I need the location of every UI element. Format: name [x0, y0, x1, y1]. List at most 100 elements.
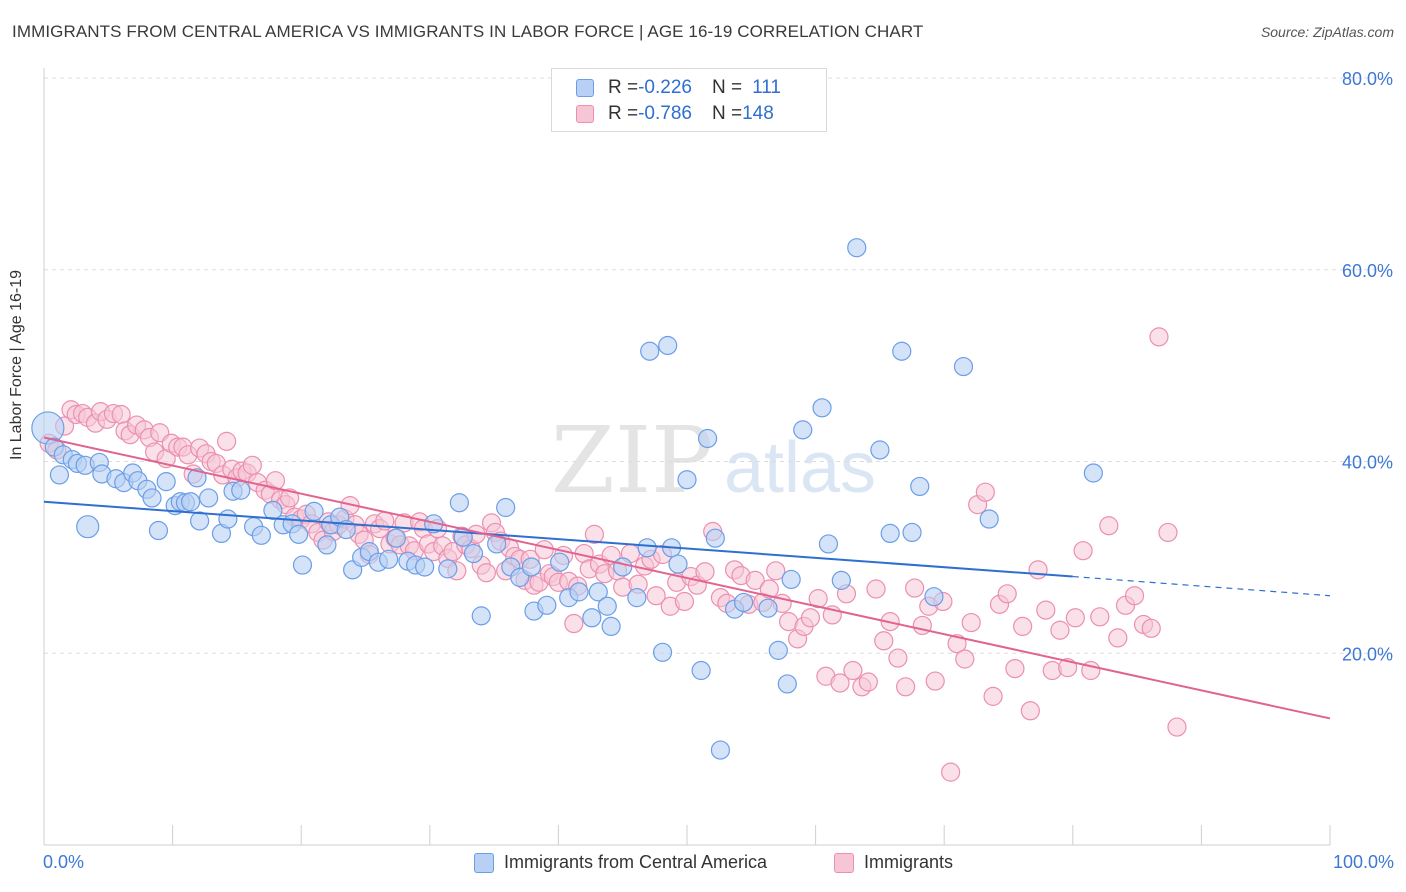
legend-swatch-pink: [576, 105, 594, 123]
point-central-america: [336, 519, 356, 540]
point-central-america: [218, 509, 238, 529]
point-central-america: [537, 595, 557, 615]
chart-source: Source: ZipAtlas.com: [1260, 24, 1394, 40]
point-immigrants: [888, 648, 908, 668]
point-immigrants: [1020, 701, 1040, 721]
point-central-america: [831, 570, 851, 590]
legend-label-central-america: Immigrants from Central America: [504, 852, 768, 872]
point-central-america: [379, 549, 399, 569]
point-central-america: [317, 535, 337, 555]
legend-n-value: 148: [742, 103, 774, 124]
point-central-america: [582, 608, 602, 628]
point-immigrants: [759, 579, 779, 599]
point-immigrants: [874, 631, 894, 651]
point-central-america: [979, 509, 999, 529]
legend-r-value: -0.786: [638, 103, 692, 124]
point-immigrants: [858, 672, 878, 692]
point-central-america: [781, 569, 801, 590]
point-central-america: [496, 497, 516, 518]
point-central-america: [818, 534, 839, 554]
series-legend: Immigrants from Central America Immigran…: [0, 852, 1406, 876]
point-central-america: [902, 522, 922, 543]
point-central-america: [652, 642, 673, 662]
point-immigrants: [280, 488, 300, 508]
point-immigrants: [1036, 600, 1056, 620]
point-central-america: [768, 640, 788, 660]
point-immigrants: [843, 660, 863, 681]
point-immigrants: [1028, 560, 1048, 580]
legend-r-label: R =: [608, 103, 639, 124]
point-central-america: [637, 538, 657, 558]
correlation-legend: R = -0.226 N = 111 R = -0.786 N = 148: [551, 68, 827, 132]
point-central-america: [304, 501, 324, 521]
y-tick-label: 80.0%: [1342, 69, 1393, 89]
y-tick-label: 60.0%: [1342, 261, 1393, 281]
legend-swatch-pink: [834, 852, 854, 873]
legend-r-value: -0.226: [638, 77, 692, 98]
point-central-america: [597, 596, 617, 616]
legend-r-label: R =: [608, 77, 639, 98]
legend-n-label: N =: [711, 77, 743, 98]
point-central-america: [910, 476, 930, 497]
point-central-america: [677, 470, 697, 490]
point-immigrants: [830, 673, 850, 693]
point-immigrants: [265, 471, 286, 491]
point-immigrants: [961, 612, 981, 633]
point-immigrants: [564, 613, 584, 634]
point-central-america: [521, 557, 541, 577]
trendline-central-america: [43, 500, 1073, 578]
point-central-america: [710, 740, 731, 760]
x-tick-label-min: 0.0%: [43, 852, 85, 872]
point-immigrants: [975, 482, 995, 502]
point-immigrants: [1149, 327, 1169, 347]
point-central-america: [691, 660, 711, 681]
point-immigrants: [1050, 620, 1070, 640]
point-central-america: [386, 528, 406, 548]
point-immigrants: [476, 563, 496, 583]
point-central-america: [190, 511, 210, 531]
legend-n-value: 111: [752, 77, 781, 98]
point-central-america: [892, 341, 912, 361]
point-immigrants: [1141, 618, 1161, 638]
point-central-america: [449, 493, 469, 513]
point-central-america: [199, 488, 219, 508]
point-central-america: [1083, 463, 1103, 483]
point-central-america: [705, 528, 725, 548]
point-central-america: [415, 557, 435, 577]
point-immigrants: [1099, 516, 1119, 536]
y-axis-title: In Labor Force | Age 16-19: [8, 269, 25, 460]
point-immigrants: [905, 578, 925, 598]
point-central-america: [438, 559, 458, 579]
point-immigrants: [242, 455, 262, 475]
point-immigrants: [941, 762, 961, 782]
legend-n-label: N =: [711, 103, 743, 124]
point-immigrants: [584, 524, 605, 544]
point-immigrants: [217, 431, 237, 451]
point-central-america: [156, 472, 176, 492]
point-immigrants: [896, 677, 916, 697]
legend-label-immigrants: Immigrants: [864, 852, 954, 872]
point-immigrants: [866, 579, 886, 599]
point-immigrants: [1073, 541, 1093, 561]
point-central-america: [924, 587, 944, 607]
point-central-america: [627, 588, 647, 608]
point-central-america: [289, 524, 309, 544]
legend-item-immigrants: Immigrants: [834, 852, 953, 873]
legend-row-central-america: R = -0.226 N = 111: [576, 77, 781, 99]
y-tick-label: 40.0%: [1342, 453, 1393, 473]
point-central-america: [640, 341, 660, 361]
point-immigrants: [1108, 628, 1128, 648]
point-immigrants: [674, 591, 695, 612]
point-central-america: [251, 525, 271, 545]
point-immigrants: [534, 540, 554, 560]
x-tick-label-max: 100.0%: [1332, 852, 1394, 872]
point-immigrants: [745, 570, 765, 590]
point-immigrants: [997, 584, 1017, 604]
legend-row-immigrants: R = -0.786 N = 148: [576, 103, 774, 125]
trendline-central-america-projection: [1072, 575, 1331, 597]
point-immigrants: [925, 671, 945, 691]
point-central-america: [148, 520, 169, 541]
legend-swatch-blue: [576, 79, 594, 97]
point-central-america: [569, 582, 589, 602]
